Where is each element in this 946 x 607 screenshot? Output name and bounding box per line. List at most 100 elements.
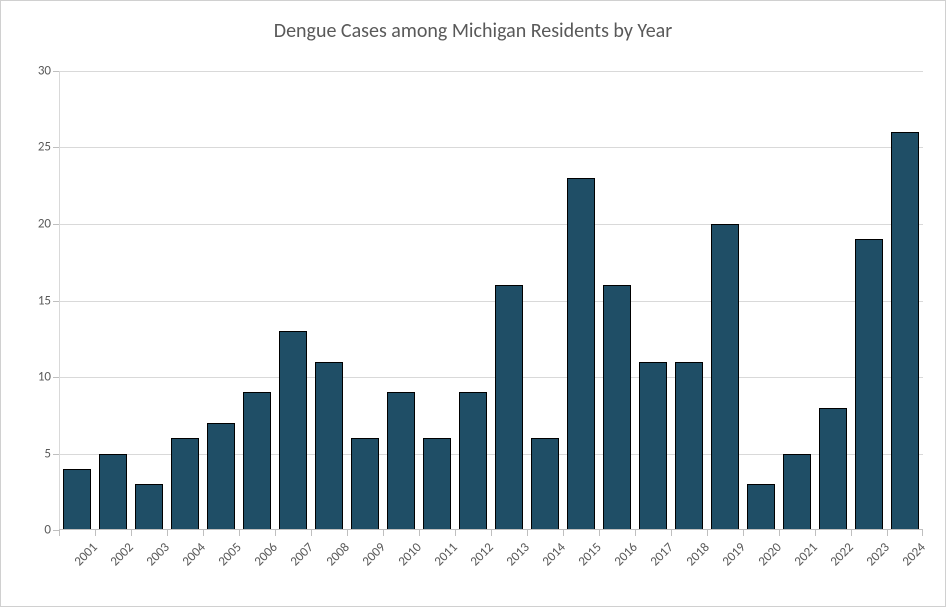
x-axis-baseline bbox=[59, 529, 923, 530]
bar bbox=[567, 178, 595, 530]
y-tick-label: 10 bbox=[38, 369, 51, 384]
x-tick-mark bbox=[815, 530, 816, 536]
x-tick-mark bbox=[922, 530, 923, 536]
x-tick-mark bbox=[59, 530, 60, 536]
bar bbox=[531, 438, 559, 530]
x-tick-label: 2020 bbox=[756, 540, 785, 569]
bar-slot: 2023 bbox=[851, 71, 887, 530]
bar-slot: 2015 bbox=[563, 71, 599, 530]
bar bbox=[639, 362, 667, 530]
x-tick-mark bbox=[887, 530, 888, 536]
x-tick-mark bbox=[419, 530, 420, 536]
x-tick-mark bbox=[743, 530, 744, 536]
bar-slot: 2006 bbox=[239, 71, 275, 530]
x-tick-mark bbox=[275, 530, 276, 536]
y-tick-label: 5 bbox=[44, 446, 51, 461]
bar bbox=[243, 392, 271, 530]
x-tick-label: 2008 bbox=[324, 540, 353, 569]
bars-group: 2001200220032004200520062007200820092010… bbox=[59, 71, 923, 530]
x-tick-label: 2018 bbox=[684, 540, 713, 569]
bar-slot: 2014 bbox=[527, 71, 563, 530]
x-tick-mark bbox=[347, 530, 348, 536]
bar-slot: 2018 bbox=[671, 71, 707, 530]
y-tick-label: 20 bbox=[38, 216, 51, 231]
x-tick-mark bbox=[383, 530, 384, 536]
x-tick-mark bbox=[203, 530, 204, 536]
x-tick-mark bbox=[491, 530, 492, 536]
x-tick-mark bbox=[239, 530, 240, 536]
bar-slot: 2009 bbox=[347, 71, 383, 530]
x-tick-label: 2005 bbox=[216, 540, 245, 569]
bar-slot: 2011 bbox=[419, 71, 455, 530]
bar-slot: 2001 bbox=[59, 71, 95, 530]
bar bbox=[855, 239, 883, 530]
bar bbox=[783, 454, 811, 530]
x-tick-label: 2003 bbox=[144, 540, 173, 569]
x-tick-mark bbox=[131, 530, 132, 536]
bar-slot: 2007 bbox=[275, 71, 311, 530]
bar bbox=[495, 285, 523, 530]
x-tick-label: 2011 bbox=[432, 540, 461, 569]
plot-area: 051015202530 200120022003200420052006200… bbox=[59, 71, 923, 530]
bar bbox=[279, 331, 307, 530]
x-tick-label: 2017 bbox=[648, 540, 677, 569]
x-tick-label: 2015 bbox=[576, 540, 605, 569]
x-tick-mark bbox=[311, 530, 312, 536]
x-tick-label: 2009 bbox=[360, 540, 389, 569]
bar-slot: 2010 bbox=[383, 71, 419, 530]
x-tick-label: 2023 bbox=[864, 540, 893, 569]
x-tick-mark bbox=[527, 530, 528, 536]
x-tick-mark bbox=[671, 530, 672, 536]
chart-container: Dengue Cases among Michigan Residents by… bbox=[0, 0, 946, 607]
x-tick-label: 2024 bbox=[900, 540, 929, 569]
bar bbox=[171, 438, 199, 530]
bar-slot: 2024 bbox=[887, 71, 923, 530]
y-tick-label: 0 bbox=[44, 523, 51, 538]
x-tick-label: 2001 bbox=[72, 540, 101, 569]
y-tick-label: 25 bbox=[38, 140, 51, 155]
x-tick-label: 2007 bbox=[288, 540, 317, 569]
bar bbox=[315, 362, 343, 530]
x-tick-mark bbox=[599, 530, 600, 536]
bar-slot: 2004 bbox=[167, 71, 203, 530]
x-tick-label: 2010 bbox=[396, 540, 425, 569]
bar-slot: 2021 bbox=[779, 71, 815, 530]
bar bbox=[819, 408, 847, 530]
bar bbox=[747, 484, 775, 530]
x-tick-mark bbox=[167, 530, 168, 536]
bar-slot: 2005 bbox=[203, 71, 239, 530]
x-tick-label: 2002 bbox=[108, 540, 137, 569]
x-tick-label: 2004 bbox=[180, 540, 209, 569]
x-tick-label: 2013 bbox=[504, 540, 533, 569]
x-tick-label: 2012 bbox=[468, 540, 497, 569]
bar-slot: 2013 bbox=[491, 71, 527, 530]
x-tick-label: 2019 bbox=[720, 540, 749, 569]
bar-slot: 2016 bbox=[599, 71, 635, 530]
bar-slot: 2017 bbox=[635, 71, 671, 530]
bar-slot: 2008 bbox=[311, 71, 347, 530]
y-tick-label: 15 bbox=[38, 293, 51, 308]
bar bbox=[603, 285, 631, 530]
x-tick-mark bbox=[779, 530, 780, 536]
x-tick-mark bbox=[635, 530, 636, 536]
bar bbox=[99, 454, 127, 530]
bar bbox=[135, 484, 163, 530]
bar bbox=[459, 392, 487, 530]
bar-slot: 2020 bbox=[743, 71, 779, 530]
chart-title: Dengue Cases among Michigan Residents by… bbox=[1, 19, 945, 43]
y-tick-label: 30 bbox=[38, 64, 51, 79]
bar-slot: 2012 bbox=[455, 71, 491, 530]
bar bbox=[207, 423, 235, 530]
x-tick-mark bbox=[563, 530, 564, 536]
x-tick-label: 2016 bbox=[612, 540, 641, 569]
x-tick-mark bbox=[95, 530, 96, 536]
x-tick-mark bbox=[455, 530, 456, 536]
bar bbox=[711, 224, 739, 530]
x-tick-label: 2014 bbox=[540, 540, 569, 569]
bar-slot: 2019 bbox=[707, 71, 743, 530]
bar bbox=[387, 392, 415, 530]
x-tick-label: 2022 bbox=[828, 540, 857, 569]
bar-slot: 2003 bbox=[131, 71, 167, 530]
bar-slot: 2022 bbox=[815, 71, 851, 530]
bar bbox=[891, 132, 919, 530]
